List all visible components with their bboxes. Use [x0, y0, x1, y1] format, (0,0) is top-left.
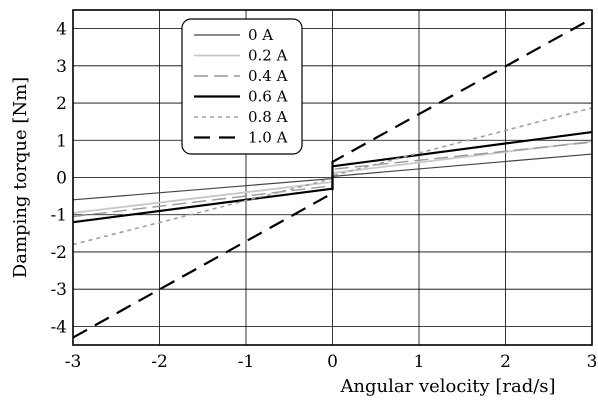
y-tick-label: -1	[50, 206, 67, 226]
legend-label: 0.6 A	[248, 88, 288, 106]
x-tick-label: 2	[500, 352, 511, 372]
legend-box	[181, 18, 303, 155]
y-tick-label: 1	[56, 131, 67, 151]
y-tick-labels: -4 -3 -2 -1 0 1 2 3 4	[50, 20, 67, 338]
x-tick-labels: -3 -2 -1 0 1 2 3	[65, 352, 598, 372]
legend-label: 0.4 A	[248, 67, 288, 85]
legend: 0 A 0.2 A 0.4 A 0.6 A 0.8 A 1.0 A	[181, 18, 303, 155]
legend-label: 0.8 A	[248, 108, 288, 126]
x-tick-label: -3	[65, 352, 82, 372]
legend-label: 1.0 A	[248, 129, 288, 147]
y-axis-label: Damping torque [Nm]	[10, 77, 31, 278]
y-tick-label: -3	[50, 280, 67, 300]
y-tick-label: 2	[56, 94, 67, 114]
legend-label: 0.2 A	[248, 47, 288, 65]
x-axis-label: Angular velocity [rad/s]	[339, 376, 555, 397]
plot-frame	[72, 9, 593, 346]
legend-label: 0 A	[248, 26, 273, 44]
x-tick-label: 1	[414, 352, 425, 372]
y-tick-label: 0	[56, 169, 67, 189]
x-tick-label: -2	[151, 352, 168, 372]
x-tick-label: 3	[587, 352, 598, 372]
x-tick-label: -1	[238, 352, 255, 372]
series-line-5	[72, 17, 593, 339]
y-tick-label: -2	[50, 243, 67, 263]
y-tick-label: 3	[56, 57, 67, 77]
series-lines	[72, 17, 593, 339]
x-tick-label: 0	[327, 352, 338, 372]
y-tick-label: 4	[56, 20, 67, 40]
y-tick-label: -4	[50, 317, 67, 337]
